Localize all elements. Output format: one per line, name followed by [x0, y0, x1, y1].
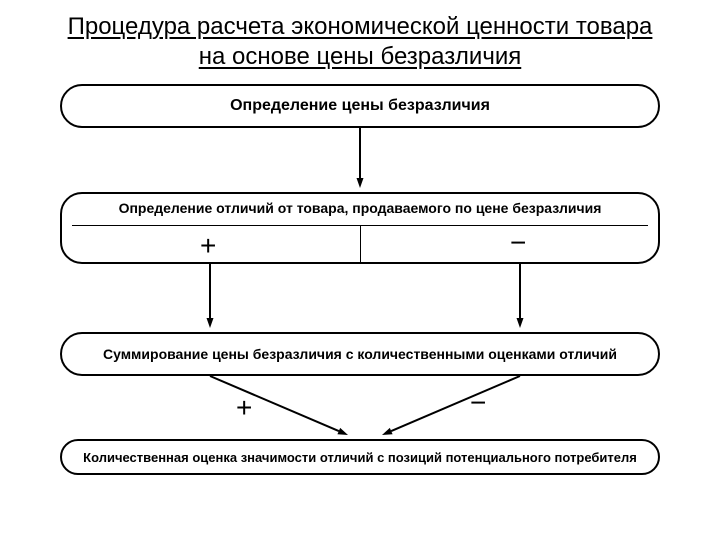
sign-plus-2: + [236, 394, 252, 422]
step-2-label: Определение отличий от товара, продаваем… [62, 194, 658, 216]
arrows-layer [0, 84, 720, 544]
step-4-box: Количественная оценка значимости отличий… [60, 439, 660, 475]
title-line-1: Процедура расчета экономической ценности… [68, 13, 653, 40]
step-3-box: Суммирование цены безразличия с количест… [60, 332, 660, 376]
step-4-label: Количественная оценка значимости отличий… [62, 450, 658, 465]
step-1-box: Определение цены безразличия [60, 84, 660, 128]
step-2-v-divider [360, 225, 361, 264]
sign-plus-1: + [200, 232, 216, 260]
step-1-label: Определение цены безразличия [62, 97, 658, 115]
page-title: Процедура расчета экономической ценности… [0, 0, 720, 74]
sign-minus-1: − [510, 229, 526, 257]
sign-minus-2: − [470, 389, 486, 417]
step-3-label: Суммирование цены безразличия с количест… [62, 346, 658, 362]
title-line-2: на основе цены безразличия [199, 43, 522, 70]
